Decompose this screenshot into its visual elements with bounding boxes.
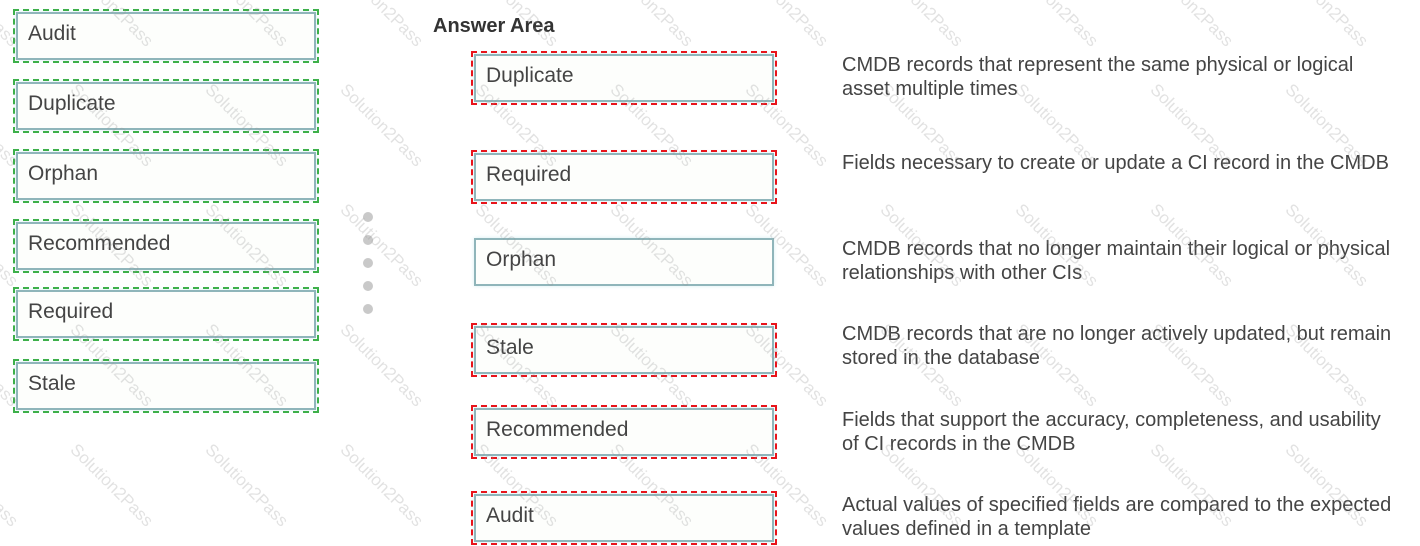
source-item-recommended[interactable]: Recommended xyxy=(13,219,319,273)
watermark-text: Solution2Pass xyxy=(336,440,427,531)
answer-slot-6[interactable]: Audit xyxy=(471,491,777,545)
watermark-text: Solution2Pass xyxy=(0,440,22,531)
source-item-duplicate[interactable]: Duplicate xyxy=(13,79,319,133)
answer-description: CMDB records that no longer maintain the… xyxy=(842,238,1391,284)
answer-description: CMDB records that are no longer actively… xyxy=(842,323,1392,369)
watermark-text: Solution2Pass xyxy=(1146,0,1237,51)
watermark-text: Solution2Pass xyxy=(201,440,292,531)
answer-description: Actual values of specified fields are co… xyxy=(842,494,1392,540)
answer-description: Fields that support the accuracy, comple… xyxy=(842,409,1381,455)
answer-slot-4[interactable]: Stale xyxy=(471,323,777,377)
answer-description: Fields necessary to create or update a C… xyxy=(842,152,1389,174)
drag-handle-icon[interactable] xyxy=(363,212,373,327)
watermark-text: Solution2Pass xyxy=(336,320,427,411)
source-item-orphan[interactable]: Orphan xyxy=(13,149,319,203)
watermark-text: Solution2Pass xyxy=(66,440,157,531)
answer-description: CMDB records that represent the same phy… xyxy=(842,54,1354,100)
answer-area-title: Answer Area xyxy=(433,15,555,37)
watermark-text: Solution2Pass xyxy=(876,0,967,51)
answer-slot-5[interactable]: Recommended xyxy=(471,405,777,459)
watermark-text: Solution2Pass xyxy=(336,200,427,291)
watermark-text: Solution2Pass xyxy=(741,0,832,51)
answer-slot-3[interactable]: Orphan xyxy=(474,238,774,286)
answer-slot-1[interactable]: Duplicate xyxy=(471,51,777,105)
source-item-required[interactable]: Required xyxy=(13,287,319,341)
watermark-text: Solution2Pass xyxy=(606,0,697,51)
watermark-text: Solution2Pass xyxy=(1011,0,1102,51)
source-item-stale[interactable]: Stale xyxy=(13,359,319,413)
source-item-audit[interactable]: Audit xyxy=(13,9,319,63)
watermark-text: Solution2Pass xyxy=(336,0,427,51)
watermark-text: Solution2Pass xyxy=(1281,0,1372,51)
answer-slot-2[interactable]: Required xyxy=(471,150,777,204)
watermark-text: Solution2Pass xyxy=(336,80,427,171)
